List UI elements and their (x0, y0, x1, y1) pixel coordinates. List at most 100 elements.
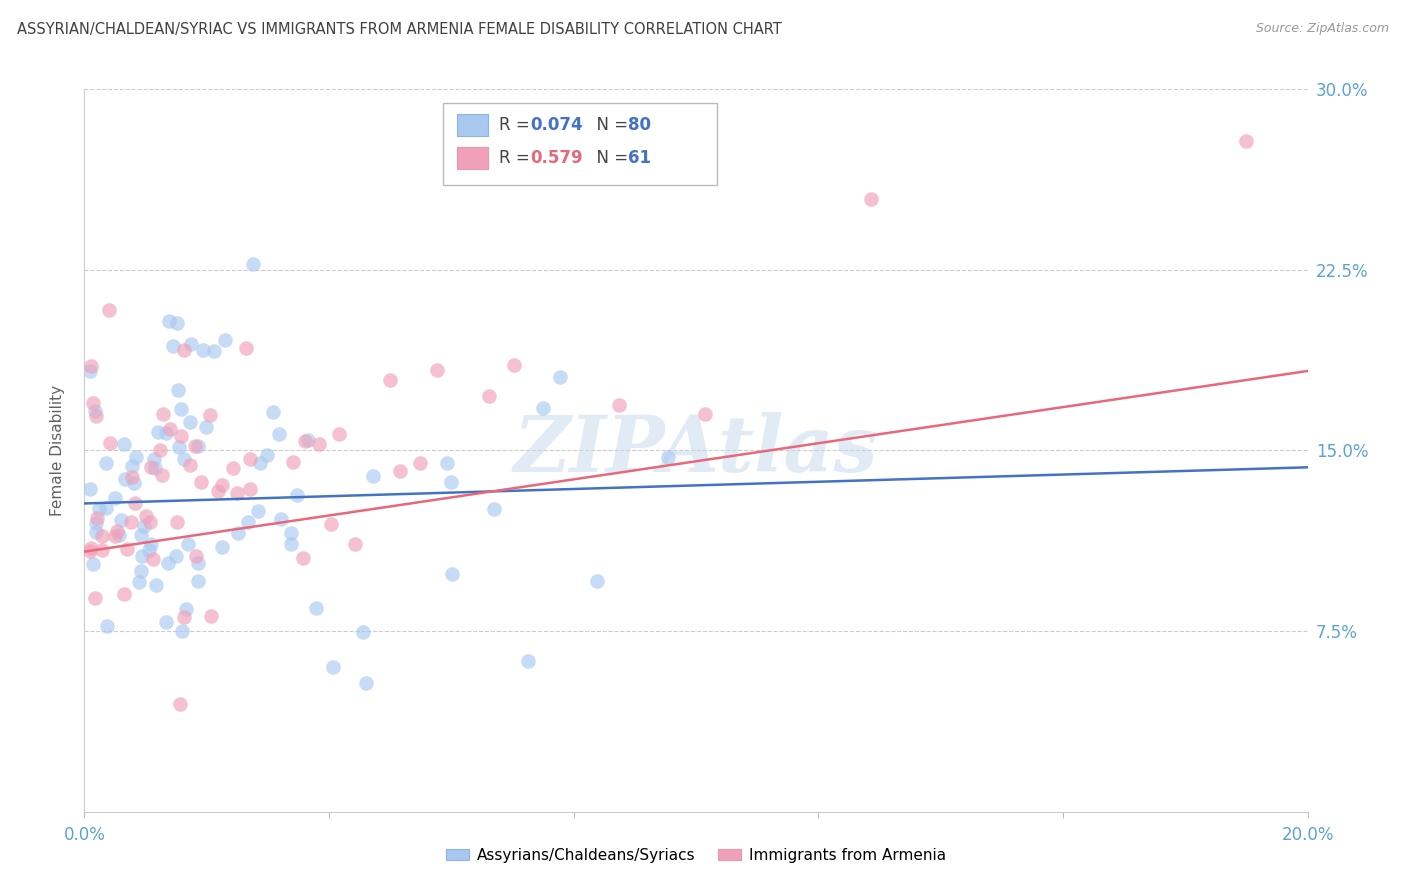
Text: 0.074: 0.074 (530, 116, 582, 134)
Point (184, 439, 207, 453)
Point (354, 675, 377, 690)
Point (170, 401, 193, 416)
Point (517, 654, 540, 668)
Point (426, 363, 449, 377)
Point (155, 426, 177, 441)
Point (214, 333, 236, 347)
Point (695, 407, 717, 421)
Point (91, 529, 114, 543)
Text: 80: 80 (628, 116, 651, 134)
Point (143, 451, 166, 466)
Point (149, 443, 172, 458)
Point (280, 536, 302, 550)
Point (134, 519, 156, 533)
Point (440, 475, 463, 489)
Point (190, 475, 212, 489)
Point (120, 515, 142, 529)
Point (139, 537, 162, 551)
Point (173, 610, 195, 624)
Point (89, 502, 111, 516)
Point (280, 526, 302, 541)
Point (388, 464, 411, 478)
Point (105, 524, 128, 539)
Text: N =: N = (586, 116, 634, 134)
Point (211, 540, 233, 554)
Point (110, 513, 132, 527)
Point (122, 476, 145, 491)
Point (174, 602, 197, 616)
Point (121, 458, 143, 473)
Point (202, 343, 225, 358)
Point (86, 524, 108, 539)
Point (121, 470, 143, 484)
Point (166, 317, 188, 331)
Point (79, 364, 101, 378)
Point (319, 517, 342, 532)
Point (436, 456, 458, 470)
Point (138, 543, 160, 558)
Point (82, 395, 104, 409)
Point (80, 359, 103, 373)
Point (249, 456, 271, 470)
Point (104, 491, 127, 505)
Text: 61: 61 (628, 149, 651, 167)
Text: ASSYRIAN/CHALDEAN/SYRIAC VS IMMIGRANTS FROM ARMENIA FEMALE DISABILITY CORRELATIO: ASSYRIAN/CHALDEAN/SYRIAC VS IMMIGRANTS F… (17, 22, 782, 37)
Point (585, 574, 607, 588)
Point (139, 516, 162, 530)
Point (503, 358, 526, 372)
Point (112, 437, 135, 451)
Point (179, 458, 201, 472)
Point (1236, 134, 1258, 148)
Point (242, 257, 264, 271)
Point (186, 574, 208, 588)
Point (440, 566, 463, 581)
Point (238, 483, 260, 497)
Point (145, 578, 167, 592)
Point (344, 537, 367, 551)
Point (141, 460, 163, 475)
Point (90, 542, 112, 557)
Y-axis label: Female Disability: Female Disability (51, 384, 65, 516)
Point (79, 543, 101, 558)
Point (169, 697, 191, 711)
Point (79, 482, 101, 496)
Point (352, 624, 374, 639)
Point (194, 419, 217, 434)
Point (152, 408, 174, 422)
Text: R =: R = (499, 116, 536, 134)
Point (198, 408, 221, 422)
Point (256, 448, 278, 462)
Point (187, 557, 209, 571)
Point (548, 370, 571, 384)
Point (108, 527, 131, 541)
Point (173, 451, 195, 466)
Point (247, 504, 270, 518)
Point (155, 615, 177, 629)
Point (86, 511, 108, 525)
Text: R =: R = (499, 149, 536, 167)
Point (380, 373, 402, 387)
Point (146, 425, 169, 439)
Text: 0.579: 0.579 (530, 149, 582, 167)
Point (124, 496, 146, 510)
Point (115, 541, 138, 556)
Point (478, 389, 501, 403)
Point (657, 450, 679, 465)
Point (283, 455, 305, 469)
Point (150, 467, 173, 482)
Point (131, 549, 153, 564)
Point (83, 404, 105, 418)
Point (291, 551, 314, 566)
Point (328, 426, 350, 441)
Point (129, 564, 152, 578)
Point (184, 549, 207, 564)
Point (104, 529, 127, 543)
Point (211, 477, 233, 491)
Point (170, 429, 193, 443)
Point (157, 314, 180, 328)
Point (235, 341, 257, 355)
Point (112, 587, 135, 601)
Point (531, 401, 554, 415)
Point (221, 461, 243, 475)
Point (86, 409, 108, 423)
